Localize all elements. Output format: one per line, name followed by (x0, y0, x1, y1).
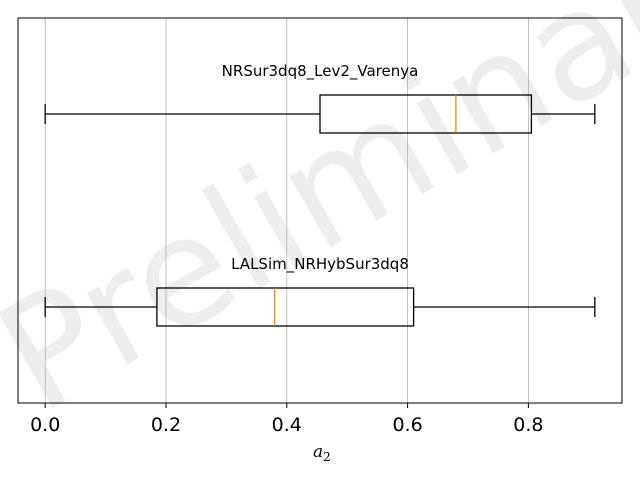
box-label: NRSur3dq8_Lev2_Varenya (222, 62, 419, 81)
x-tick-label: 0.8 (513, 414, 543, 436)
x-axis-label-sub: 2 (323, 450, 331, 464)
iqr-box (319, 94, 533, 134)
x-tick-label: 0.4 (272, 414, 302, 436)
x-tick-label: 0.2 (151, 414, 181, 436)
plot-frame (17, 17, 623, 404)
x-axis-label: a2 (313, 442, 331, 464)
x-ticks: 0.0 0.2 0.4 0.6 0.8 (30, 403, 543, 436)
box-label: LALSim_NRHybSur3dq8 (231, 255, 409, 274)
box-series: NRSur3dq8_Lev2_Varenya (44, 62, 596, 134)
boxes-group: NRSur3dq8_Lev2_Varenya LALSim_NRHybSur3dq… (44, 62, 596, 327)
x-tick-label: 0.6 (392, 414, 422, 436)
box-series: LALSim_NRHybSur3dq8 (44, 255, 596, 327)
iqr-box (156, 287, 415, 327)
x-axis-label-base: a (313, 442, 323, 462)
x-tick-label: 0.0 (30, 414, 60, 436)
grid-lines (44, 18, 529, 403)
